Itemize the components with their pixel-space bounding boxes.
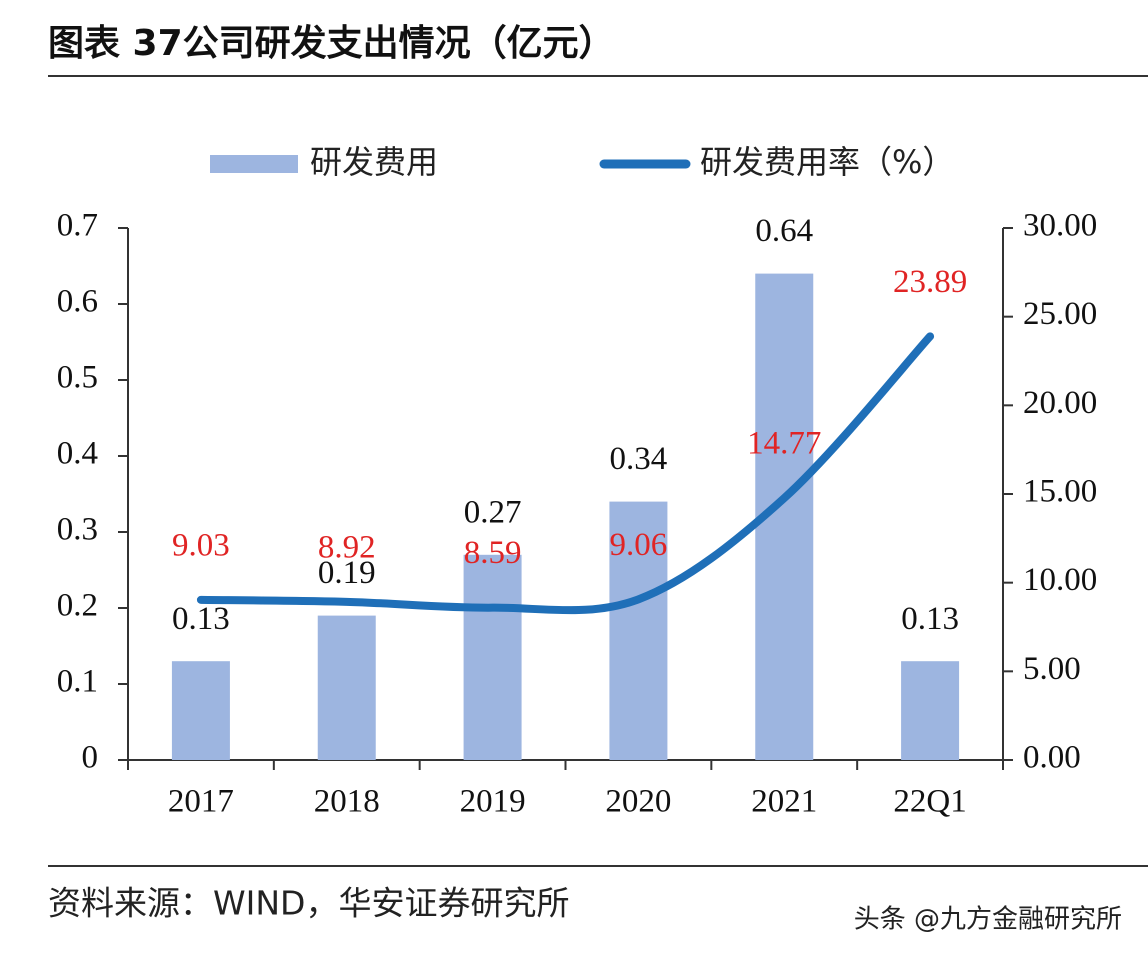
watermark: 头条 @九方金融研究所 — [854, 905, 1122, 935]
bar-value-label: 0.34 — [610, 441, 668, 477]
y2-tick-label: 5.00 — [1023, 651, 1081, 687]
line-value-label: 8.59 — [464, 535, 522, 571]
y-tick-label: 0.3 — [57, 512, 98, 548]
y-tick-label: 0.2 — [57, 588, 98, 624]
x-tick-label: 2021 — [751, 784, 817, 820]
x-tick-label: 2020 — [605, 784, 671, 820]
line-value-label: 8.92 — [318, 529, 376, 565]
y-tick-label: 0.1 — [57, 664, 98, 700]
bar — [609, 501, 668, 760]
legend-label: 研发费用 — [310, 143, 438, 181]
legend-swatch — [210, 155, 298, 173]
bar — [317, 615, 376, 760]
bar-value-label: 0.64 — [755, 213, 813, 249]
bar-value-label: 0.13 — [901, 601, 959, 637]
x-tick-label: 22Q1 — [893, 784, 966, 820]
line — [196, 332, 935, 615]
line-value-label: 14.77 — [747, 426, 821, 462]
y-tick-label: 0 — [82, 740, 99, 776]
y2-tick-label: 0.00 — [1023, 740, 1081, 776]
y2-tick-label: 20.00 — [1023, 385, 1097, 421]
y2-tick-label: 30.00 — [1023, 208, 1097, 244]
legend-label: 研发费用率（%） — [700, 143, 954, 181]
x-tick-label: 2017 — [168, 784, 234, 820]
bar-value-label: 0.27 — [464, 494, 522, 530]
y-tick-label: 0.4 — [57, 436, 98, 472]
chart-title: 图表 37公司研发支出情况（亿元） — [48, 23, 615, 64]
line-value-label: 9.06 — [610, 527, 668, 563]
bar-value-label: 0.19 — [318, 555, 376, 591]
y2-tick-label: 25.00 — [1023, 296, 1097, 332]
y-tick-label: 0.6 — [57, 284, 98, 320]
line-value-label: 23.89 — [893, 264, 967, 300]
bar-value-label: 0.13 — [172, 601, 230, 637]
bar — [901, 661, 960, 760]
y-tick-label: 0.5 — [57, 360, 98, 396]
x-tick-label: 2018 — [314, 784, 380, 820]
line-value-label: 9.03 — [172, 527, 230, 563]
y-tick-label: 0.7 — [57, 208, 98, 244]
source-note: 资料来源：WIND，华安证券研究所 — [48, 884, 569, 923]
bar — [463, 554, 522, 760]
y2-tick-label: 15.00 — [1023, 474, 1097, 510]
y2-tick-label: 10.00 — [1023, 562, 1097, 598]
x-tick-label: 2019 — [460, 784, 526, 820]
bar — [171, 661, 230, 760]
